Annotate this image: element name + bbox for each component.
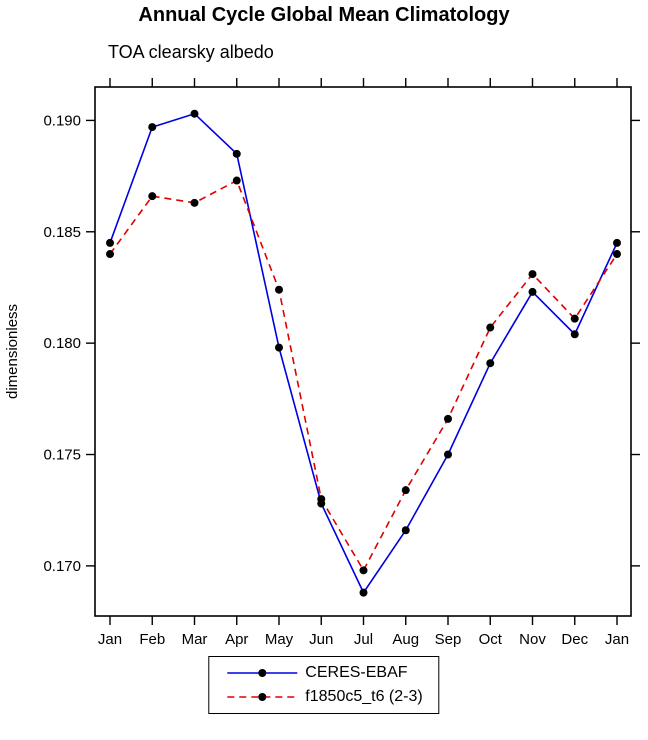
legend-item-ceres: CERES-EBAF xyxy=(225,664,422,682)
chart-title: Annual Cycle Global Mean Climatology xyxy=(138,4,510,26)
svg-text:0.170: 0.170 xyxy=(43,558,81,575)
svg-text:Jul: Jul xyxy=(354,631,373,648)
legend-label-ceres: CERES-EBAF xyxy=(305,664,408,681)
svg-text:Aug: Aug xyxy=(392,631,419,648)
plot-svg: Jan Feb Mar Apr May Jun Jul Aug Sep Oct Nov Dec Jan 0… xyxy=(43,78,640,648)
svg-text:Jan: Jan xyxy=(605,631,629,648)
legend-marker-f1850-icon xyxy=(258,693,267,701)
svg-text:0.190: 0.190 xyxy=(43,112,81,129)
legend-line-dashed-icon xyxy=(227,693,298,701)
svg-text:0.175: 0.175 xyxy=(43,447,81,464)
chart-subtitle: TOA clearsky albedo xyxy=(108,42,274,62)
legend-marker-ceres-icon xyxy=(258,669,267,677)
svg-text:Nov: Nov xyxy=(519,631,546,648)
legend-label-f1850: f1850c5_t6 (2-3) xyxy=(305,688,423,705)
legend-item-f1850: f1850c5_t6 (2-3) xyxy=(225,688,423,706)
svg-text:Jan: Jan xyxy=(98,631,122,648)
svg-text:0.185: 0.185 xyxy=(43,224,81,241)
svg-text:Apr: Apr xyxy=(225,631,248,648)
svg-text:Mar: Mar xyxy=(182,631,208,648)
svg-text:Sep: Sep xyxy=(435,631,462,648)
legend: CERES-EBAF f1850c5_t6 (2-3) xyxy=(208,656,440,714)
svg-text:0.180: 0.180 xyxy=(43,335,81,352)
svg-text:Oct: Oct xyxy=(479,631,503,648)
svg-text:Jun: Jun xyxy=(309,631,333,648)
svg-text:Dec: Dec xyxy=(561,631,588,648)
svg-text:Feb: Feb xyxy=(139,631,165,648)
legend-line-solid-icon xyxy=(227,669,298,677)
svg-text:May: May xyxy=(265,631,294,648)
